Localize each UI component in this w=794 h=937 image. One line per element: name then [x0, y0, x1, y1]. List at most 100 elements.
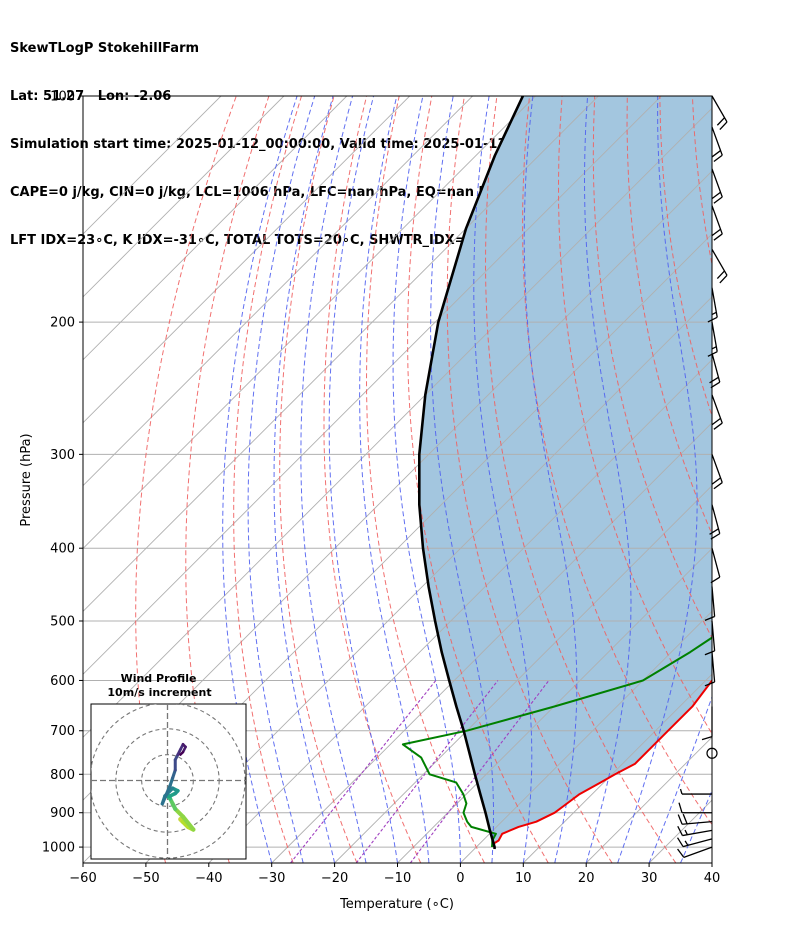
barb-flag	[677, 814, 683, 825]
isotherm-line	[83, 96, 473, 487]
y-tick-label: 900	[50, 806, 75, 821]
barb-flag	[682, 813, 688, 825]
mixing-ratio-line	[355, 680, 499, 863]
barb-flag	[713, 233, 723, 241]
barb-flag	[716, 117, 725, 126]
barb-half-flag	[684, 840, 689, 846]
y-tick-label: 100	[50, 90, 75, 105]
barb-flag	[678, 802, 683, 813]
barb-staff	[711, 126, 723, 156]
parcel-path-line	[418, 96, 525, 850]
cape-shading	[419, 96, 712, 848]
hodograph-segment	[160, 784, 172, 806]
x-tick-label: 0	[456, 871, 464, 886]
y-tick-label: 700	[50, 724, 75, 739]
moist-adiabat	[617, 96, 698, 863]
dewpoint-line	[401, 636, 712, 848]
y-tick-label: 500	[50, 614, 75, 629]
cape-area	[419, 96, 712, 848]
profile-lines	[401, 96, 712, 850]
isotherm-line	[83, 96, 285, 298]
isotherm-line	[83, 107, 712, 738]
barb-staff	[711, 394, 723, 424]
barb-flag	[716, 270, 725, 280]
barb-staff	[711, 548, 721, 578]
barb-staff	[711, 205, 723, 235]
barb-half-flag	[679, 788, 683, 795]
isotherm-line	[83, 96, 599, 613]
wind-barb	[677, 825, 713, 837]
x-tick-label: −20	[321, 871, 348, 886]
barb-flag	[719, 274, 728, 284]
y-tick-label: 1000	[42, 841, 75, 856]
chart-title: SkewTLogP StokehillFarm	[10, 41, 200, 56]
x-tick-label: −60	[69, 871, 96, 886]
isotherm-line	[83, 96, 411, 424]
dry-adiabat	[233, 96, 302, 863]
barb-flag	[676, 837, 684, 847]
wind-barb	[676, 837, 713, 848]
wind-barb	[711, 95, 728, 131]
barb-flag	[709, 528, 719, 535]
dry-adiabat	[279, 96, 358, 863]
barb-staff	[683, 846, 713, 858]
wind-barb	[679, 788, 712, 795]
moist-adiabat-lines	[222, 96, 712, 863]
dry-adiabat	[484, 96, 677, 863]
temperature-line	[492, 679, 712, 848]
y-tick-label: 600	[50, 674, 75, 689]
dry-adiabat	[592, 96, 712, 639]
wind-barbs	[676, 95, 728, 858]
x-tick-label: 30	[641, 871, 658, 886]
y-axis-label: Pressure (hPa)	[19, 433, 34, 526]
moist-adiabat	[648, 695, 712, 863]
wind-barb	[711, 168, 723, 204]
hodograph-subtitle: 10m/s increment	[107, 686, 211, 699]
barb-staff	[711, 168, 723, 198]
wind-barb	[711, 394, 723, 430]
wind-barb	[711, 454, 723, 490]
dry-adiabat	[446, 96, 613, 863]
barb-flag	[719, 121, 728, 131]
hodograph-frame	[90, 703, 247, 860]
wind-barb	[711, 126, 723, 163]
hodograph-segment	[179, 750, 185, 756]
dry-adiabat	[135, 96, 237, 863]
wind-barb	[677, 813, 713, 825]
mixing-ratio-line	[409, 680, 550, 863]
isotherm-line	[522, 673, 712, 863]
x-tick-label: 40	[704, 871, 721, 886]
barb-flag	[707, 351, 718, 357]
moist-adiabat	[300, 96, 367, 863]
moist-adiabat	[359, 96, 430, 863]
x-tick-label: −40	[195, 871, 222, 886]
isotherm-line	[145, 296, 712, 863]
dry-adiabat	[522, 96, 712, 826]
dry-adiabat	[365, 96, 485, 863]
barb-flag	[713, 482, 723, 490]
hodograph-title: Wind Profile	[121, 672, 197, 685]
wind-barb	[711, 248, 728, 284]
wind-barb	[678, 802, 712, 814]
x-tick-label: −10	[384, 871, 411, 886]
dry-adiabat	[557, 96, 712, 735]
y-tick-label: 200	[50, 316, 75, 331]
barb-flag	[704, 681, 715, 687]
barb-flag	[711, 228, 721, 237]
isotherm-line	[83, 96, 662, 675]
wind-barb	[711, 205, 723, 241]
dry-adiabat	[659, 96, 712, 418]
dry-adiabat	[725, 96, 794, 863]
barb-flag	[713, 422, 723, 430]
moist-adiabat	[222, 96, 298, 863]
moist-adiabat	[583, 96, 632, 863]
barb-flag	[707, 316, 718, 323]
barb-flag	[704, 650, 715, 656]
x-tick-label: −30	[258, 871, 285, 886]
barb-flag	[713, 154, 723, 163]
mixing-ratio-line	[290, 680, 437, 863]
moist-adiabat	[273, 96, 336, 863]
barb-flag	[711, 417, 721, 426]
hodograph-plot	[91, 704, 246, 859]
